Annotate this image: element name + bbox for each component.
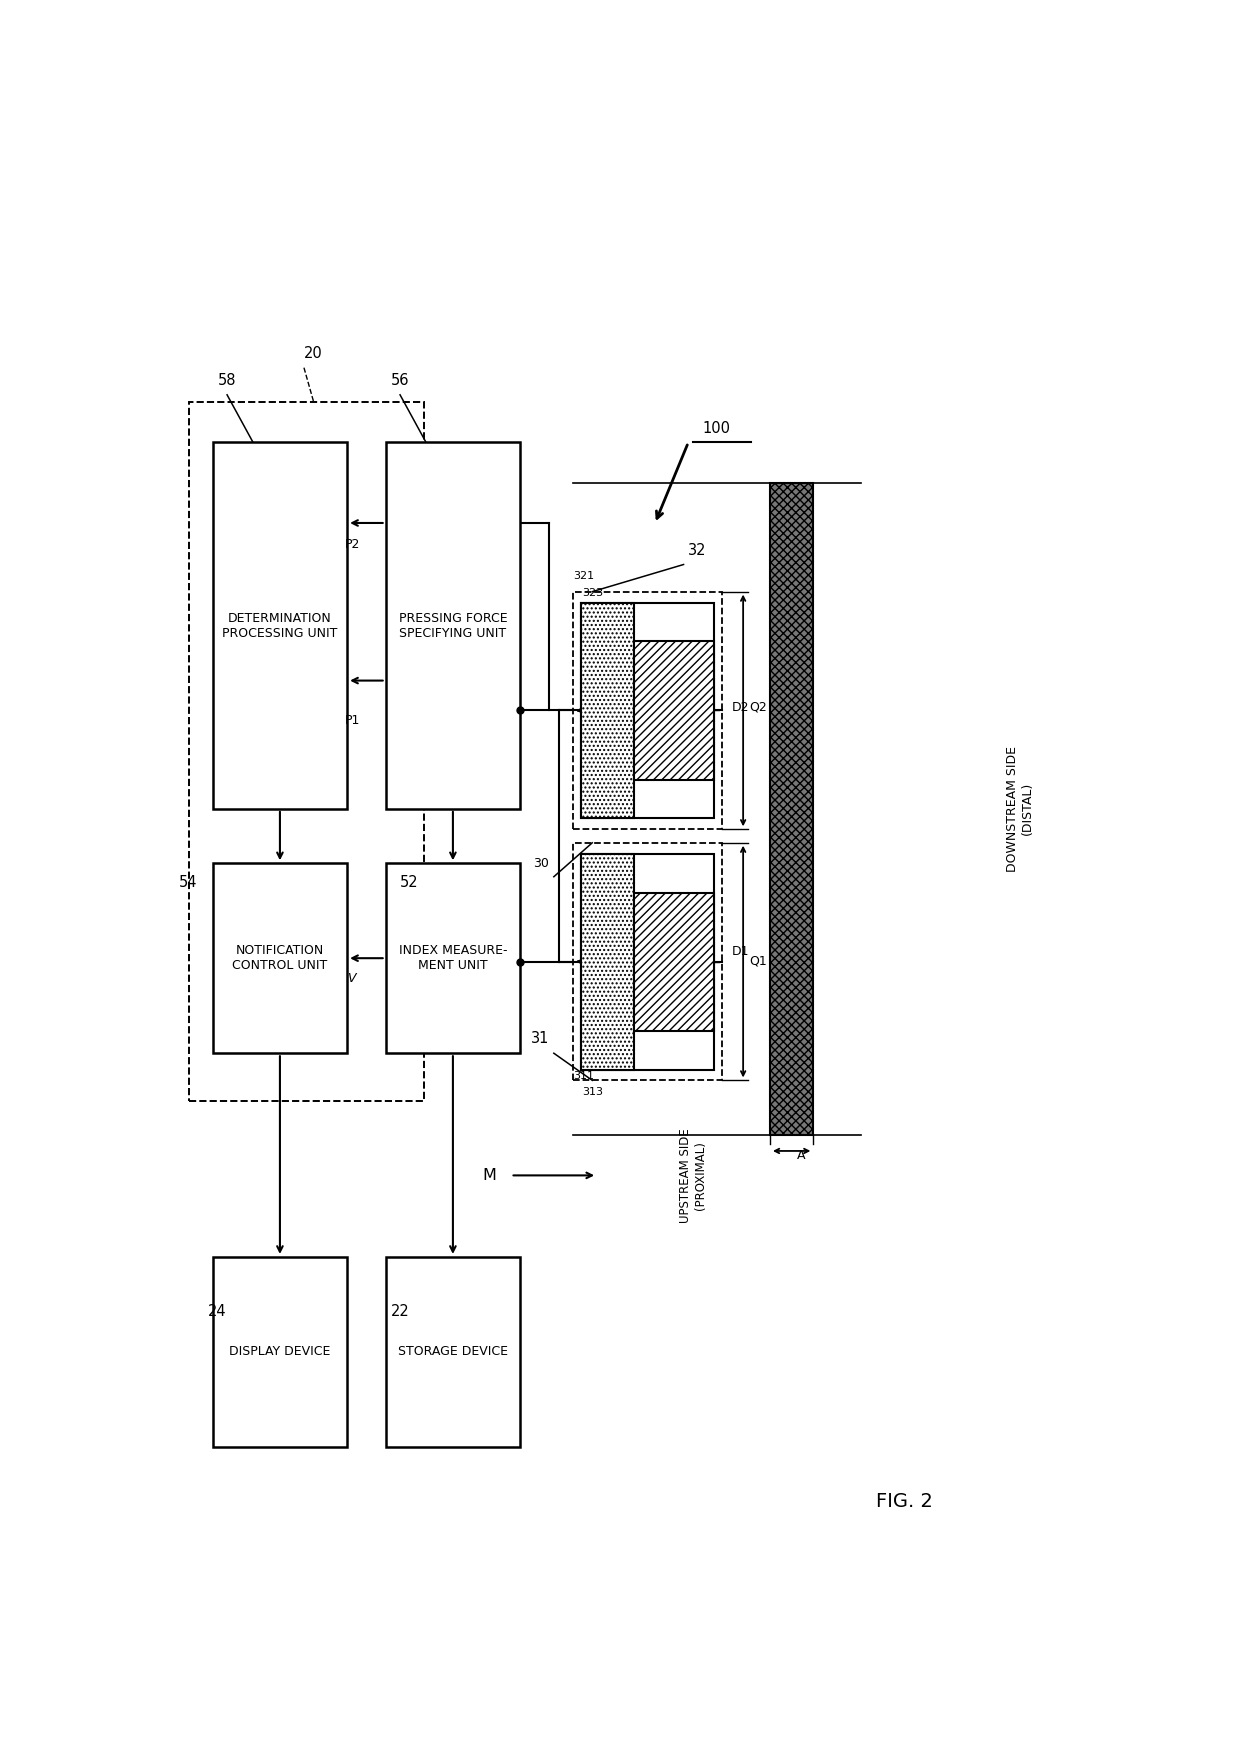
Bar — [188, 402, 424, 1100]
Text: D2: D2 — [732, 700, 749, 714]
Text: 311: 311 — [573, 1070, 594, 1081]
Text: 54: 54 — [179, 874, 197, 890]
Text: Q1: Q1 — [749, 954, 766, 968]
Bar — [580, 853, 634, 1070]
Text: D1: D1 — [732, 945, 749, 957]
Text: DOWNSTREAM SIDE
(DISTAL): DOWNSTREAM SIDE (DISTAL) — [1006, 746, 1034, 873]
Bar — [213, 443, 347, 809]
Text: INDEX MEASURE-
MENT UNIT: INDEX MEASURE- MENT UNIT — [399, 945, 507, 971]
Text: M: M — [482, 1167, 496, 1183]
Text: 313: 313 — [583, 1088, 604, 1097]
Text: Q2: Q2 — [749, 700, 766, 714]
Text: 321: 321 — [573, 571, 594, 582]
Text: P2: P2 — [345, 538, 360, 550]
Text: 100: 100 — [703, 421, 730, 435]
Bar — [573, 592, 722, 829]
Bar — [580, 603, 714, 818]
Text: 20: 20 — [304, 346, 322, 361]
Text: 323: 323 — [583, 587, 604, 598]
Text: 31: 31 — [531, 1031, 549, 1047]
Bar — [386, 1257, 521, 1447]
Text: V: V — [347, 971, 356, 986]
Text: STORAGE DEVICE: STORAGE DEVICE — [398, 1345, 508, 1358]
Text: DISPLAY DEVICE: DISPLAY DEVICE — [229, 1345, 331, 1358]
Bar — [580, 603, 634, 818]
Text: 22: 22 — [391, 1305, 409, 1319]
Text: NOTIFICATION
CONTROL UNIT: NOTIFICATION CONTROL UNIT — [232, 945, 327, 971]
Bar — [634, 642, 714, 779]
Text: P1: P1 — [345, 714, 360, 726]
Text: UPSTREAM SIDE
(PROXIMAL): UPSTREAM SIDE (PROXIMAL) — [680, 1128, 707, 1224]
Text: 58: 58 — [217, 374, 236, 388]
Bar — [580, 853, 714, 1070]
Text: 30: 30 — [533, 857, 549, 869]
Text: PRESSING FORCE
SPECIFYING UNIT: PRESSING FORCE SPECIFYING UNIT — [398, 612, 507, 640]
Bar — [213, 864, 347, 1053]
Bar — [634, 892, 714, 1031]
Bar — [770, 483, 813, 1135]
Bar — [386, 864, 521, 1053]
Text: 56: 56 — [391, 374, 409, 388]
Text: A: A — [796, 1148, 805, 1162]
Text: L: L — [635, 956, 642, 968]
Text: DETERMINATION
PROCESSING UNIT: DETERMINATION PROCESSING UNIT — [222, 612, 337, 640]
Text: FIG. 2: FIG. 2 — [877, 1491, 932, 1511]
Text: 52: 52 — [401, 874, 419, 890]
Bar — [573, 843, 722, 1081]
Bar — [386, 443, 521, 809]
Text: 24: 24 — [208, 1305, 227, 1319]
Text: 32: 32 — [688, 543, 707, 557]
Bar — [213, 1257, 347, 1447]
